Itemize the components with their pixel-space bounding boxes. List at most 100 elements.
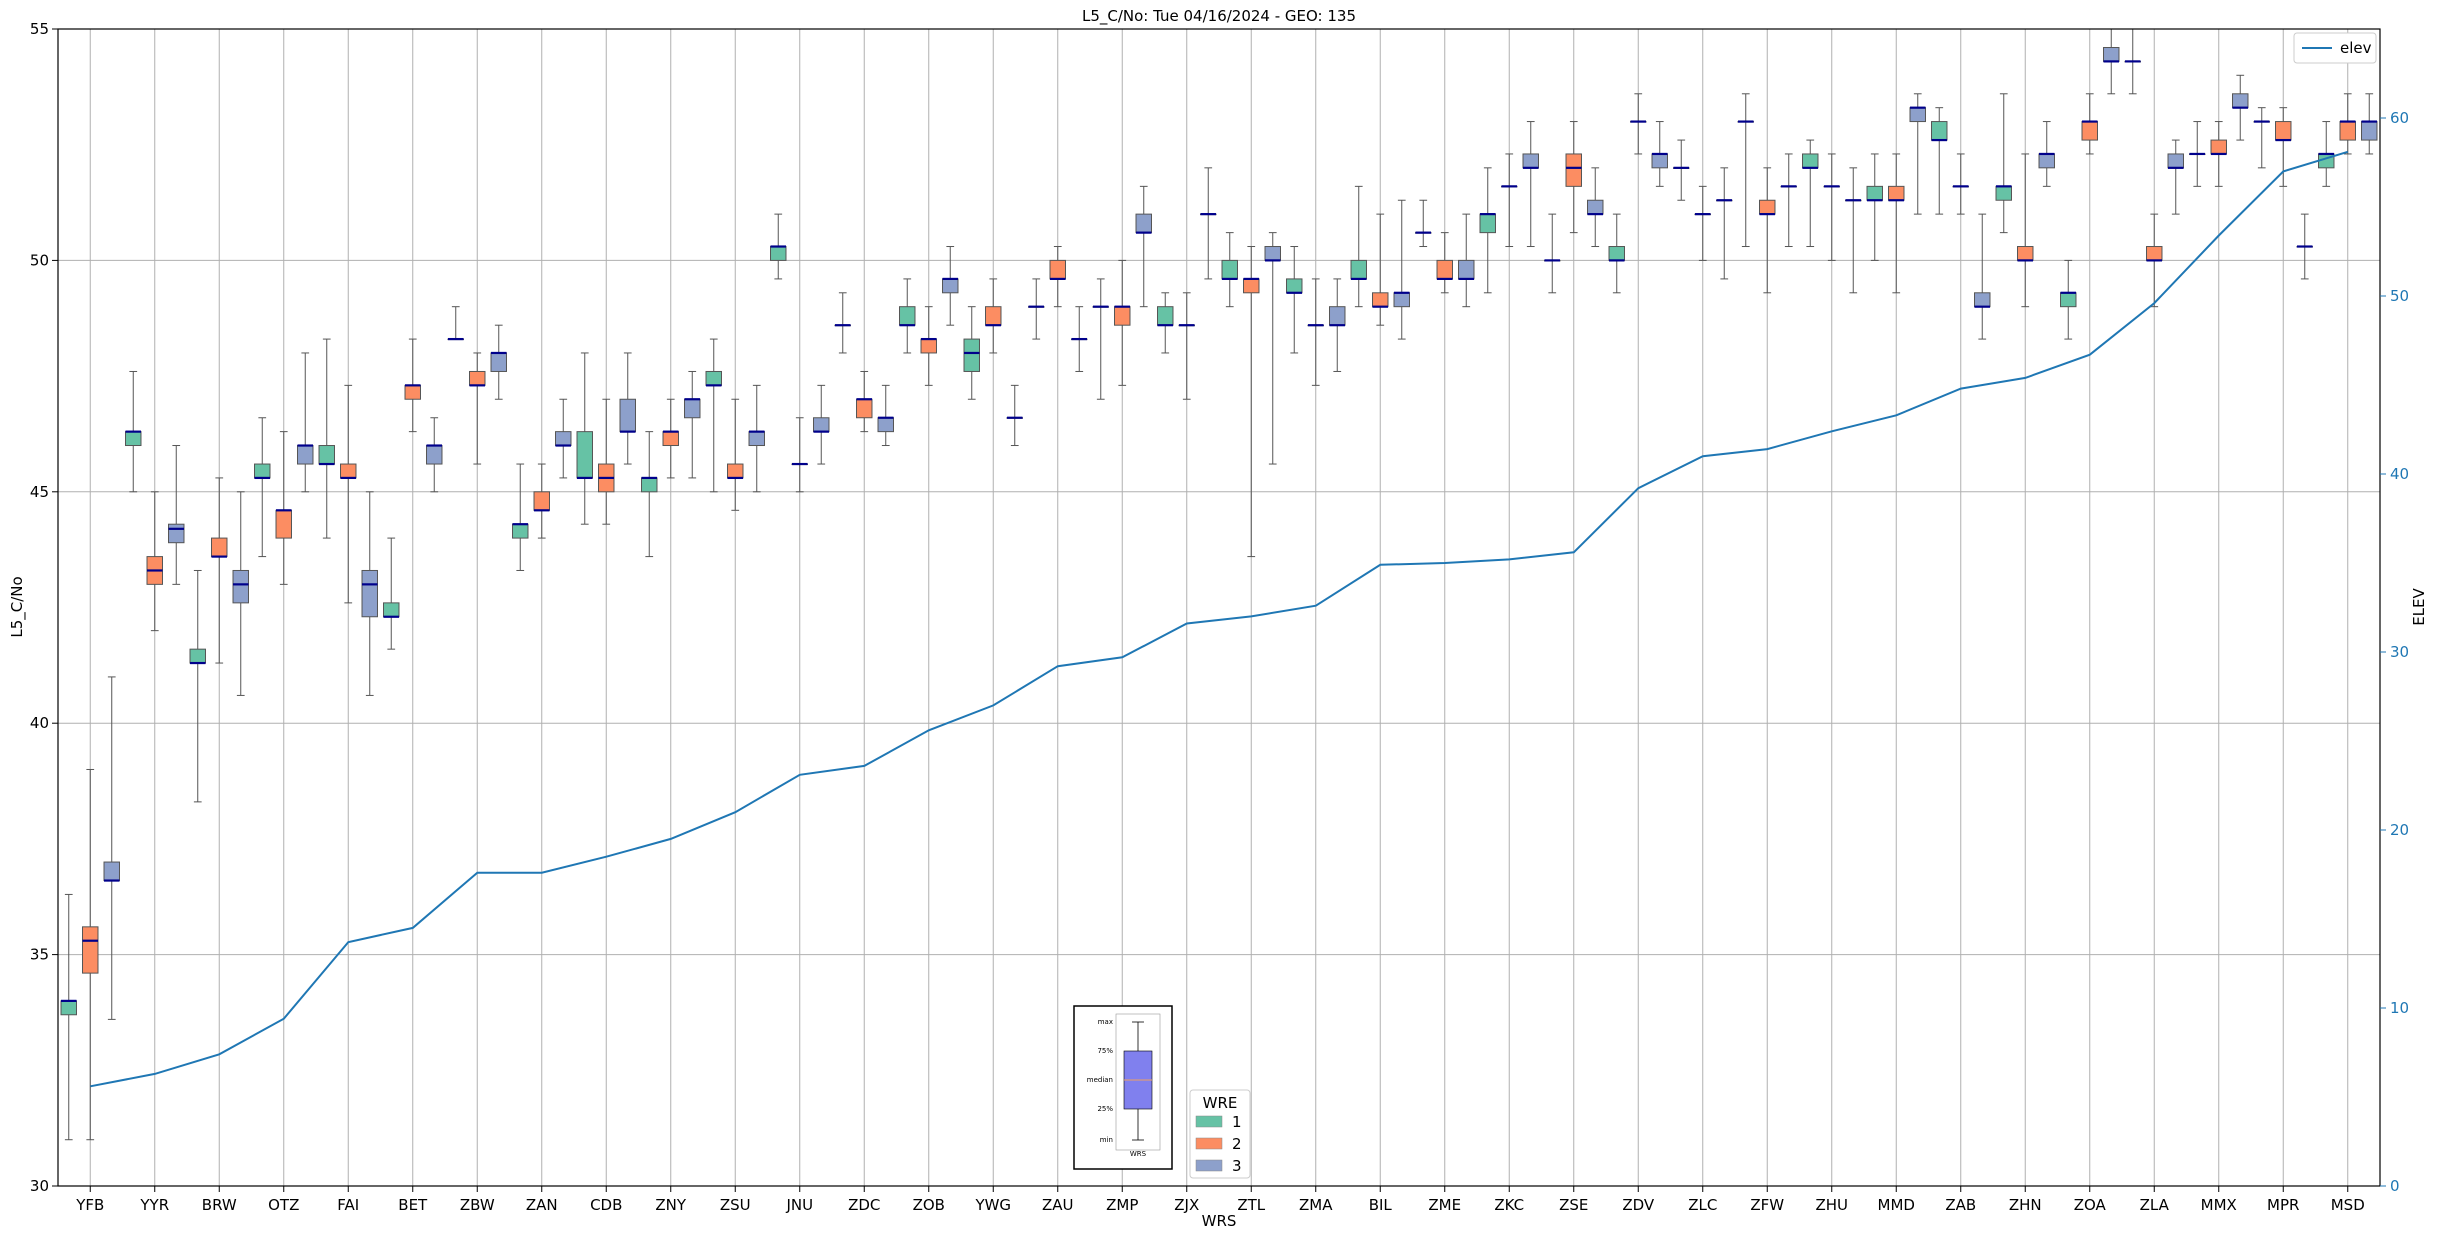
box-brw-wre2 (211, 477, 228, 664)
wre-legend-swatch-1 (1195, 1115, 1223, 1128)
box-iqr (2361, 121, 2378, 141)
x-tick-label: ZLA (2140, 1196, 2170, 1214)
box-zsu-wre1 (705, 338, 722, 493)
y2-tick-label: 10 (2390, 999, 2409, 1017)
wre-legend-swatch-3 (1195, 1159, 1223, 1172)
box-iqr (770, 246, 787, 261)
box-zjx-wre3 (1200, 167, 1217, 280)
box-iqr (469, 370, 486, 386)
x-tick-label: ZBW (460, 1196, 495, 1214)
box-zlc-wre3 (1716, 167, 1733, 280)
box-zse-wre2 (1565, 121, 1582, 234)
x-axis: YFB YYR BRW OTZ FAI BET ZBW ZAN CDB ZNY ZSU JNU ZDC Z… (75, 1186, 2365, 1214)
box-iqr (189, 648, 206, 664)
box-zkc-wre1 (1479, 167, 1496, 294)
box-zab-wre1 (1931, 107, 1948, 215)
box-zob-wre3 (942, 246, 959, 326)
y2-tick-label: 50 (2390, 287, 2409, 305)
box-bet-wre2 (404, 338, 421, 433)
box-fai-wre2 (340, 384, 357, 604)
box-cdb-wre2 (598, 398, 615, 525)
box-zdv-wre1 (1608, 213, 1625, 294)
box-zoa-wre3 (2103, 28, 2120, 95)
elev-legend: elev (2293, 32, 2377, 64)
box-zma-wre3 (1329, 278, 1346, 372)
wre-legend-label-3: 3 (1232, 1157, 1242, 1175)
box-iqr (533, 491, 550, 511)
y-axis-right: 0 10 20 30 40 50 60 (2380, 109, 2409, 1195)
box-iqr (404, 384, 421, 400)
box-zbw-wre3 (490, 324, 507, 400)
box-bet-wre1 (383, 537, 400, 650)
box-iqr (232, 569, 249, 604)
box-iqr (60, 1000, 77, 1016)
box-iqr (318, 445, 335, 465)
box-brw-wre1 (189, 569, 206, 803)
box-iqr (2167, 153, 2184, 169)
box-zmp-wre2 (1114, 259, 1131, 386)
y2-tick-label: 60 (2390, 109, 2409, 127)
box-ywg-wre1 (963, 306, 980, 400)
box-iqr (1565, 153, 1582, 187)
box-ywg-wre3 (1006, 384, 1023, 447)
box-mpr-wre1 (2253, 107, 2270, 169)
box-zau-wre2 (1049, 246, 1066, 308)
box-zoa-wre1 (2060, 259, 2077, 340)
box-ztl-wre1 (1221, 232, 1238, 308)
box-iqr (985, 306, 1002, 326)
box-iqr (1264, 246, 1281, 261)
box-iqr (1286, 278, 1303, 294)
x-tick-label: JNU (785, 1196, 813, 1214)
box-iqr (920, 338, 937, 354)
y-tick-label: 45 (30, 483, 49, 501)
plot-frame (57, 28, 2381, 1187)
box-iqr (512, 523, 529, 539)
box-zau-wre1 (1028, 278, 1045, 340)
x-tick-label: ZNY (655, 1196, 686, 1214)
box-mmd-wre3 (1909, 93, 1926, 215)
x-tick-label: MMD (1878, 1196, 1915, 1214)
box-iqr (1974, 292, 1991, 308)
box-zhu-wre3 (1845, 167, 1862, 294)
box-zan-wre3 (555, 398, 572, 479)
box-zma-wre1 (1286, 246, 1303, 354)
box-iqr (576, 431, 593, 479)
y-tick-label: 50 (30, 251, 49, 269)
box-zme-wre1 (1415, 199, 1432, 248)
box-iqr (1888, 185, 1905, 201)
box-iqr (641, 477, 658, 493)
box-zab-wre3 (1974, 213, 1991, 340)
box-zkc-wre3 (1522, 121, 1539, 248)
x-tick-label: YFB (75, 1196, 104, 1214)
elev-legend-label: elev (2340, 39, 2372, 57)
y-tick-label: 40 (30, 714, 49, 732)
x-tick-label: ZDC (848, 1196, 880, 1214)
x-tick-label: ZHU (1815, 1196, 1848, 1214)
inset-label-75: 75% (1097, 1047, 1113, 1055)
y-axis-title: L5_C/No (8, 576, 27, 637)
box-bil-wre3 (1393, 199, 1410, 340)
box-yfb-wre1 (60, 893, 77, 1141)
box-zfw-wre2 (1759, 167, 1776, 294)
box-yfb-wre3 (103, 676, 120, 1020)
y2-axis-title: ELEV (2410, 587, 2428, 625)
x-tick-label: MMX (2201, 1196, 2237, 1214)
inset-xlabel: WRS (1130, 1150, 1147, 1158)
box-zhu-wre1 (1802, 139, 1819, 248)
box-zkc-wre2 (1501, 153, 1518, 248)
box-iqr (426, 445, 443, 465)
box-zme-wre3 (1458, 213, 1475, 308)
box-iqr (1221, 259, 1238, 280)
box-zdv-wre2 (1630, 93, 1647, 155)
box-zoa-wre2 (2081, 93, 2098, 155)
x-tick-label: MSD (2331, 1196, 2365, 1214)
box-iqr (125, 431, 142, 447)
box-zdc-wre1 (834, 292, 851, 354)
box-iqr (1651, 153, 1668, 169)
box-zla-wre2 (2146, 213, 2163, 308)
box-iqr (748, 431, 765, 447)
box-msd-wre3 (2361, 93, 2378, 155)
box-iqr (727, 463, 744, 479)
box-iqr (1479, 213, 1496, 234)
box-otz-wre2 (275, 431, 292, 585)
